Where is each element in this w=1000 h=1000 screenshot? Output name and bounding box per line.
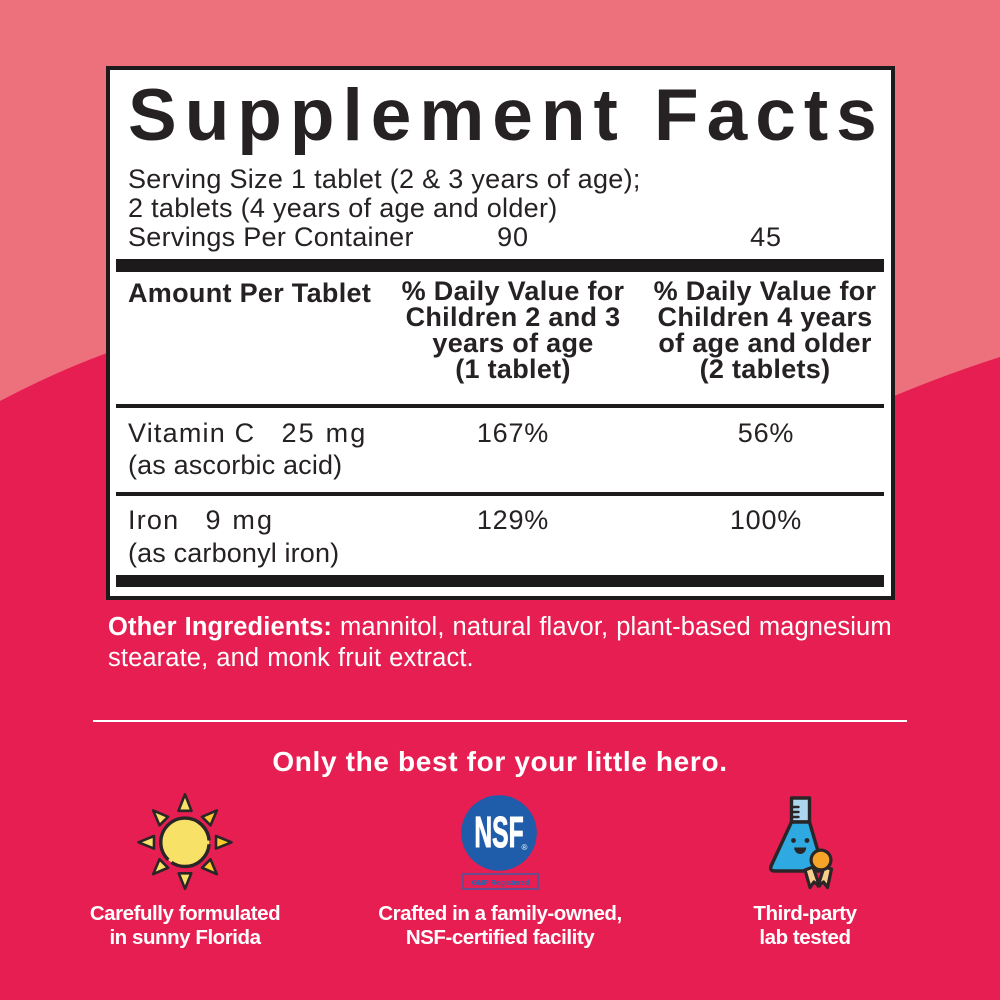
svg-text:NSF: NSF <box>474 808 523 857</box>
svg-text:GMP Registered: GMP Registered <box>472 878 530 887</box>
svg-text:®: ® <box>522 843 528 852</box>
